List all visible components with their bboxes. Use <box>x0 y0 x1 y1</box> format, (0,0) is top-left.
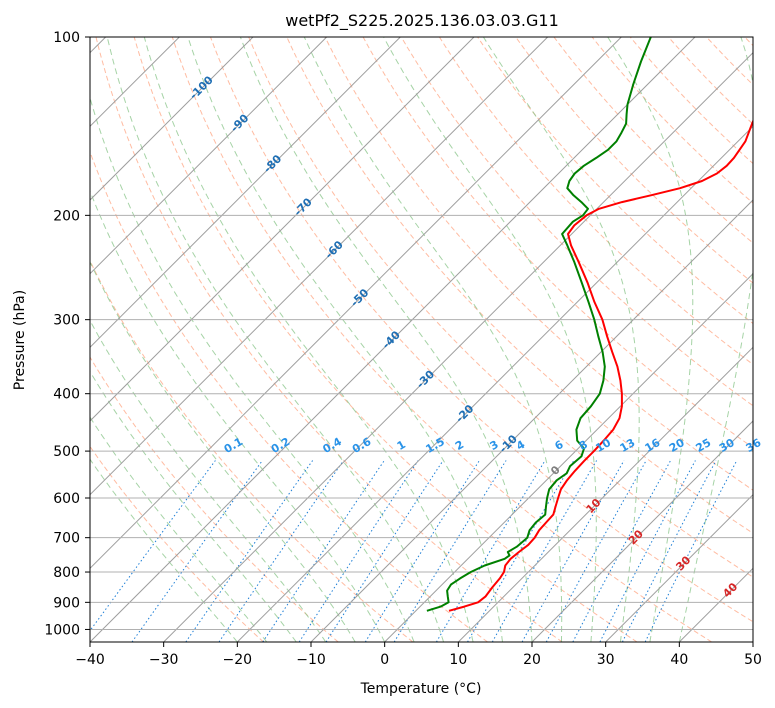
isotherm-line <box>90 37 328 275</box>
dry-adiabat <box>95 37 563 642</box>
isotherm-line <box>310 199 753 642</box>
mixing-ratio-line <box>545 460 647 642</box>
isotherm-line <box>531 420 753 642</box>
y-axis: 1000 900 800 700 600 500 400 300 200 100 <box>44 30 90 638</box>
x-tick-label: −20 <box>223 652 253 668</box>
y-tick-label: 500 <box>53 444 80 460</box>
y-tick-label: 800 <box>53 565 80 581</box>
x-tick-label: −10 <box>296 652 326 668</box>
chart-title: wetPf2_S225.2025.136.03.03.G11 <box>285 11 559 31</box>
moist-adiabat <box>90 416 268 642</box>
moist-adiabat <box>482 37 640 642</box>
y-tick-label: 900 <box>53 595 80 611</box>
isotherm-line <box>163 51 753 642</box>
isotherm-line <box>90 37 475 422</box>
x-tick-label: 50 <box>744 652 762 668</box>
series-layer <box>426 37 753 612</box>
x-tick-label: 20 <box>523 652 541 668</box>
mixing-ratio-line <box>644 460 738 642</box>
isotherm-line <box>90 37 549 496</box>
mixing-ratio-line <box>218 460 344 642</box>
mixing-ratio-line <box>393 460 507 642</box>
temperature-line <box>448 118 753 612</box>
dry-adiabat <box>90 356 339 642</box>
moist-adiabat <box>90 260 356 642</box>
dry-adiabat <box>248 37 753 578</box>
mixing-ratio-line <box>435 460 546 642</box>
mixing-ratio-line <box>262 460 385 642</box>
background-lines <box>90 37 753 642</box>
moist-adiabat <box>90 189 386 642</box>
isotherm-line <box>90 37 622 570</box>
mixing-ratio-line <box>298 460 419 642</box>
x-tick-label: 10 <box>449 652 467 668</box>
dry-adiabat <box>210 37 753 623</box>
x-axis-label: Temperature (°C) <box>360 681 482 697</box>
dry-adiabat <box>400 37 753 407</box>
y-tick-label: 300 <box>53 313 80 329</box>
mixing-ratio-line <box>185 460 314 642</box>
dry-adiabat <box>438 37 753 366</box>
mixing-ratio-line <box>90 460 216 632</box>
moist-adiabat <box>239 37 533 642</box>
y-tick-label: 200 <box>53 208 80 224</box>
isotherm-line <box>605 493 753 642</box>
isotherm-line <box>384 272 753 642</box>
moist-adiabat <box>106 37 445 642</box>
x-tick-label: 40 <box>670 652 688 668</box>
dry-adiabat <box>133 37 638 642</box>
moist-adiabat <box>678 37 753 642</box>
dry-adiabat <box>553 37 753 244</box>
dewpoint-line <box>426 37 652 612</box>
dry-adiabat <box>286 37 753 534</box>
y-tick-label: 400 <box>53 387 80 403</box>
x-tick-label: 30 <box>597 652 615 668</box>
x-tick-label: 0 <box>380 652 389 668</box>
dry-adiabat <box>90 150 488 642</box>
isotherm-line <box>90 37 696 642</box>
moist-adiabat <box>187 37 503 642</box>
mixing-ratio-line <box>131 460 263 642</box>
dry-adiabat <box>477 37 753 325</box>
isotherm-line <box>90 37 254 201</box>
moist-adiabat <box>143 37 474 642</box>
moist-adiabat <box>90 370 297 642</box>
y-tick-label: 600 <box>53 491 80 507</box>
y-tick-label: 1000 <box>44 622 80 638</box>
mixing-ratio-line <box>521 460 625 642</box>
x-axis: −40 −30 −20 −10 0 10 20 30 40 50 <box>75 642 762 668</box>
dry-adiabat <box>90 259 414 642</box>
moist-adiabat <box>607 37 694 642</box>
y-tick-label: 100 <box>53 30 80 46</box>
moist-adiabat <box>90 458 238 642</box>
isotherm-line <box>90 37 401 349</box>
dry-adiabat <box>171 37 712 642</box>
moist-adiabat <box>383 37 597 642</box>
mixing-ratio-line <box>491 460 598 642</box>
isotherm-line <box>457 346 753 642</box>
x-tick-label: −30 <box>149 652 179 668</box>
y-axis-label: Pressure (hPa) <box>12 290 28 390</box>
isotherm-line <box>236 125 753 642</box>
dry-adiabat <box>591 37 753 204</box>
moist-adiabat <box>90 319 327 642</box>
plot-frame <box>89 36 754 643</box>
dry-adiabat <box>324 37 753 491</box>
y-tick-label: 700 <box>53 531 80 547</box>
x-tick-label: −40 <box>75 652 105 668</box>
